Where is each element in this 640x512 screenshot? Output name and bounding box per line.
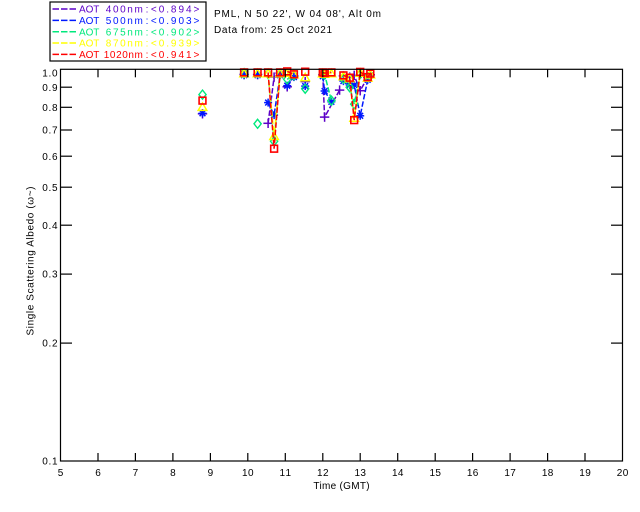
svg-text:18: 18	[542, 468, 554, 479]
svg-text:6: 6	[95, 468, 101, 479]
svg-text:16: 16	[467, 468, 479, 479]
svg-text:675nm: 675nm	[106, 27, 143, 38]
svg-text:1020nm: 1020nm	[104, 50, 143, 61]
svg-text:<0.902>: <0.902>	[151, 27, 200, 38]
svg-text:Time (GMT): Time (GMT)	[313, 481, 369, 492]
svg-text:Data from: 25 Oct 2021: Data from: 25 Oct 2021	[214, 25, 332, 36]
svg-text:12: 12	[317, 468, 329, 479]
svg-text:<0.939>: <0.939>	[151, 39, 200, 50]
svg-text:5: 5	[58, 468, 64, 479]
svg-text:<0.941>: <0.941>	[151, 50, 200, 61]
svg-text:500nm: 500nm	[106, 16, 143, 27]
svg-text:AOT: AOT	[79, 27, 99, 38]
svg-text::: :	[146, 39, 149, 50]
svg-text:<0.903>: <0.903>	[151, 16, 200, 27]
svg-text:0.4: 0.4	[42, 221, 58, 232]
svg-text:400nm: 400nm	[106, 5, 143, 16]
svg-text:8: 8	[170, 468, 176, 479]
svg-text:19: 19	[579, 468, 591, 479]
svg-text:AOT: AOT	[79, 5, 99, 16]
svg-text:1.0: 1.0	[42, 69, 58, 80]
svg-text:13: 13	[354, 468, 366, 479]
svg-text:PML, N 50 22', W 04 08', Alt 0: PML, N 50 22', W 04 08', Alt 0m	[214, 9, 381, 20]
svg-text:0.6: 0.6	[42, 152, 58, 163]
svg-text::: :	[146, 50, 149, 61]
svg-text:11: 11	[280, 468, 292, 479]
svg-text:0.1: 0.1	[42, 457, 58, 468]
svg-text:17: 17	[504, 468, 516, 479]
svg-text:10: 10	[242, 468, 254, 479]
svg-text:Single Scattering Albedo (ω~): Single Scattering Albedo (ω~)	[26, 187, 37, 336]
svg-text::: :	[146, 27, 149, 38]
svg-text::: :	[146, 16, 149, 27]
svg-text:870nm: 870nm	[106, 39, 143, 50]
svg-text:0.3: 0.3	[42, 270, 58, 281]
svg-text:14: 14	[392, 468, 404, 479]
svg-text::: :	[146, 5, 149, 16]
svg-text:20: 20	[617, 468, 629, 479]
svg-text:15: 15	[429, 468, 441, 479]
svg-text:0.7: 0.7	[42, 126, 58, 137]
svg-text:9: 9	[208, 468, 214, 479]
svg-text:0.2: 0.2	[42, 339, 58, 350]
svg-text:0.9: 0.9	[42, 83, 58, 94]
svg-text:0.5: 0.5	[42, 183, 58, 194]
svg-text:AOT: AOT	[79, 50, 99, 61]
svg-text:<0.894>: <0.894>	[151, 5, 200, 16]
svg-text:0.8: 0.8	[42, 103, 58, 114]
svg-text:AOT: AOT	[79, 39, 99, 50]
svg-text:AOT: AOT	[79, 16, 99, 27]
svg-text:7: 7	[133, 468, 139, 479]
